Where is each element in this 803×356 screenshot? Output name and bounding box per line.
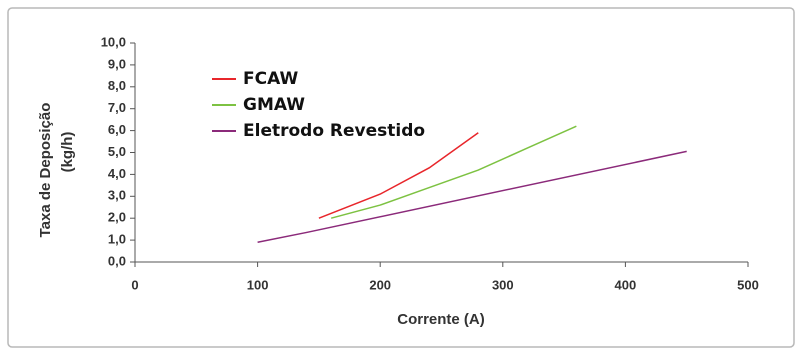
x-tick-label: 200	[369, 277, 391, 292]
x-tick-label: 100	[247, 277, 269, 292]
legend-label: GMAW	[243, 95, 305, 115]
y-tick-label: 4,0	[108, 166, 126, 181]
x-tick-label: 300	[492, 277, 514, 292]
y-tick-label: 5,0	[108, 144, 126, 159]
y-tick-label: 1,0	[108, 232, 126, 247]
series-line	[257, 150, 687, 244]
legend-label: Eletrodo Revestido	[243, 121, 425, 141]
y-tick-label: 2,0	[108, 210, 126, 225]
y-axis-title: Taxa de Deposição	[37, 103, 54, 238]
series-line	[318, 132, 479, 219]
y-tick-label: 6,0	[108, 122, 126, 137]
y-tick-label: 0,0	[108, 253, 126, 268]
legend-label: FCAW	[243, 69, 298, 89]
series-line	[330, 125, 577, 219]
y-tick-label: 10,0	[101, 34, 126, 49]
x-axis-title: Corrente (A)	[397, 311, 485, 328]
x-tick-label: 0	[131, 277, 138, 292]
y-tick-label: 8,0	[108, 78, 126, 93]
x-tick-label: 400	[615, 277, 637, 292]
y-axis-title: (kg/h)	[59, 132, 76, 173]
y-tick-label: 9,0	[108, 56, 126, 71]
y-tick-label: 7,0	[108, 100, 126, 115]
x-tick-label: 500	[737, 277, 759, 292]
y-tick-label: 3,0	[108, 188, 126, 203]
